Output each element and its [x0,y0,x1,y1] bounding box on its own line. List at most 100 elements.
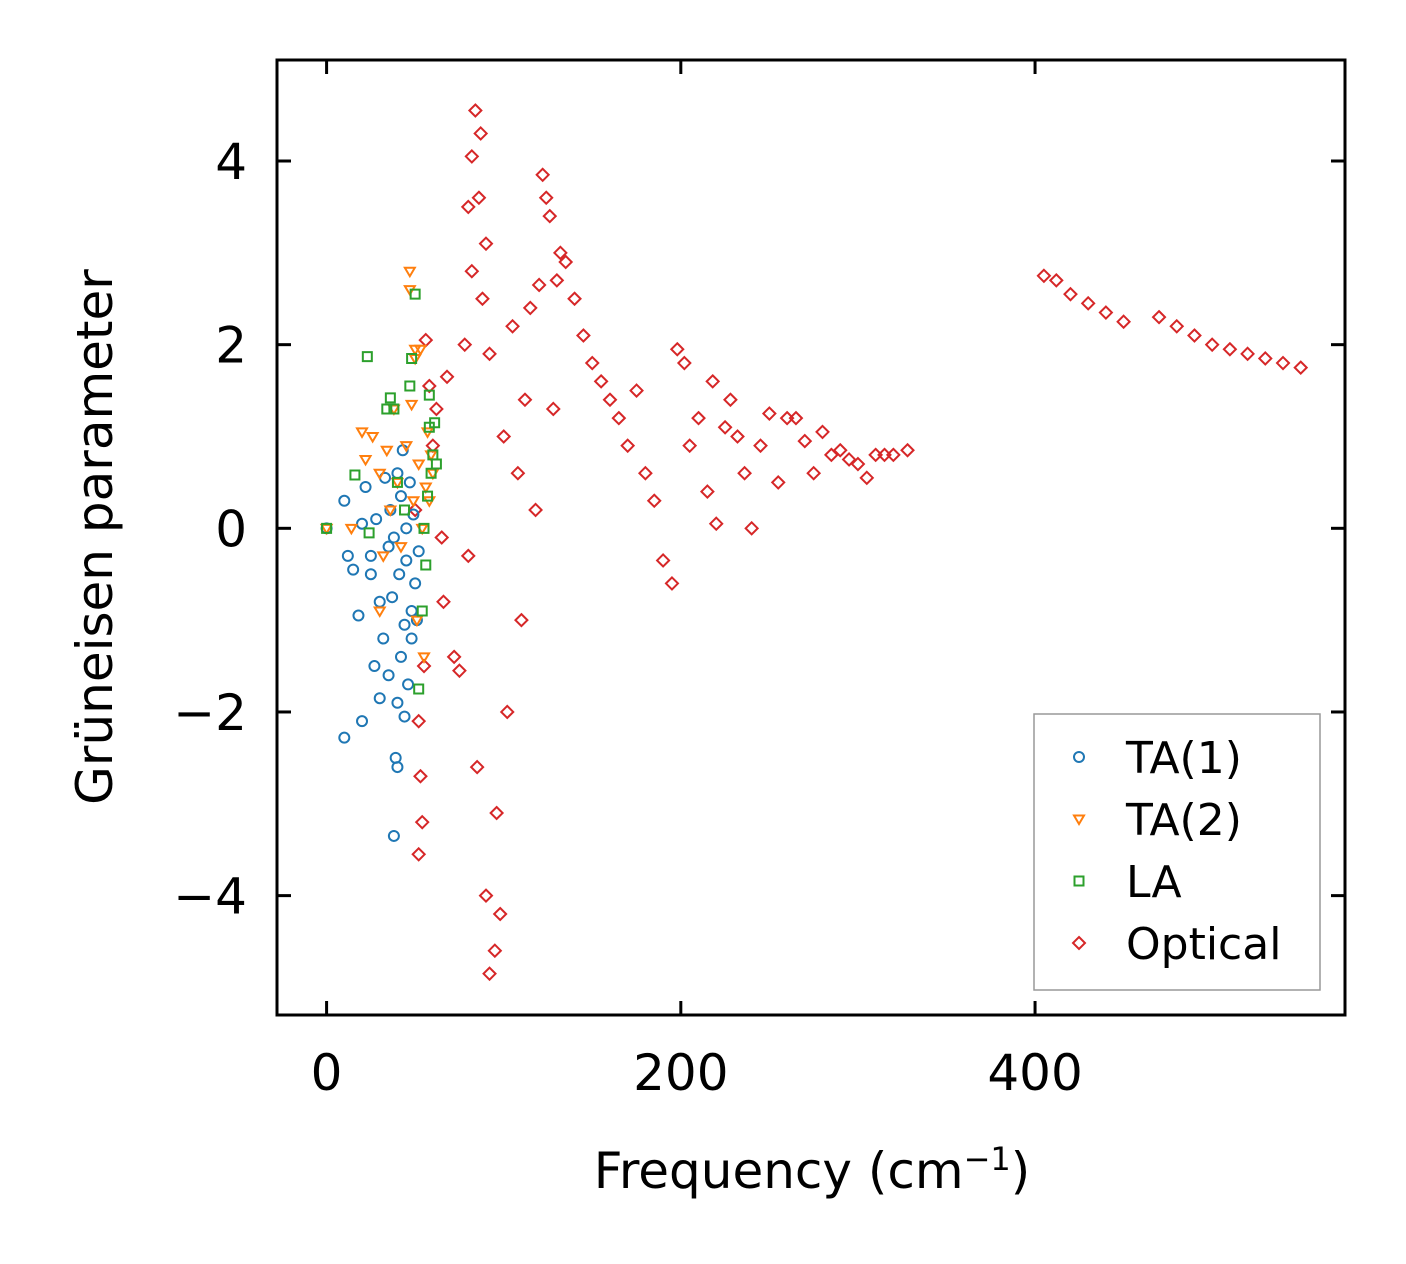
data-point [460,199,476,215]
data-point [409,577,422,590]
data-point [404,399,419,412]
data-point [770,474,786,490]
data-point [429,417,441,429]
data-point [535,167,551,183]
data-point [478,888,494,904]
data-point [394,542,408,554]
data-point [391,696,404,709]
data-point [452,663,467,679]
data-point [669,341,685,357]
data-point [900,442,915,458]
data-point [538,190,554,206]
series-Optical [407,103,1309,982]
data-point [699,484,715,500]
data-point [1275,355,1291,371]
data-point [420,559,432,571]
data-point [404,380,416,392]
data-point [370,513,383,526]
data-point [575,328,591,343]
legend-marker-Optical [1071,935,1087,951]
data-point [531,277,547,293]
legend-marker-LA [1073,875,1085,887]
data-point [403,476,416,489]
data-point [1151,309,1167,325]
data-point [394,650,407,663]
data-point [885,447,901,463]
data-point [349,469,361,481]
data-point [356,517,369,530]
data-point [321,522,333,534]
data-point [517,392,533,408]
data-point [406,352,418,364]
data-point [528,502,544,518]
data-point [823,447,839,463]
data-point [403,266,417,279]
data-point [1116,314,1132,330]
data-point [797,433,813,449]
data-point [473,126,489,141]
data-point [412,545,425,558]
x-tick-label: 0 [311,1044,343,1102]
data-point [436,594,451,610]
data-point [492,906,508,922]
data-point [815,424,830,440]
data-point [372,606,387,618]
data-point [400,522,413,535]
data-point [382,669,395,682]
data-point [398,618,411,631]
data-point [1222,341,1238,357]
data-point [413,344,428,357]
data-point [359,480,372,493]
data-point [413,768,428,784]
data-point [398,710,411,723]
data-point [446,649,462,665]
data-point [646,493,662,509]
data-point [393,568,406,581]
data-point [664,575,680,591]
data-point [655,553,671,568]
data-point [1240,346,1256,362]
data-point [410,615,424,628]
series-TA(1) [320,444,425,842]
series-LA [321,288,442,695]
data-point [402,678,415,691]
data-point [722,392,738,408]
data-point [394,490,407,503]
data-point [478,236,494,252]
data-point [409,288,421,300]
data-point [422,490,434,502]
legend: TA(1) TA(2) LA Optical [1033,713,1321,991]
data-point [411,713,427,729]
data-point [1063,286,1078,302]
data-point [418,522,430,534]
data-point [355,427,369,439]
data-point [414,814,430,830]
data-point [352,609,365,622]
x-axis-label: Frequency (cm−1) [594,1140,1031,1200]
data-point [832,442,848,458]
data-point [386,591,399,604]
data-point [482,966,497,982]
data-point [358,454,373,467]
data-point [387,531,400,544]
data-point [489,805,505,821]
data-point [439,369,455,385]
data-point [637,465,653,481]
data-point [1169,318,1185,334]
y-tick-label: 0 [215,500,247,558]
data-point [434,530,450,545]
data-point [514,612,529,628]
data-point [705,373,721,389]
data-point [384,392,396,404]
x-tick-label: 400 [987,1044,1082,1102]
data-point [522,300,538,316]
y-tick-label: −2 [173,684,247,742]
data-point [399,441,414,453]
data-point [338,731,351,744]
data-point [383,505,398,517]
y-tick-label: 2 [215,317,247,375]
legend-marker-TA(2) [1072,814,1086,826]
data-point [372,468,387,481]
data-point [417,652,431,664]
